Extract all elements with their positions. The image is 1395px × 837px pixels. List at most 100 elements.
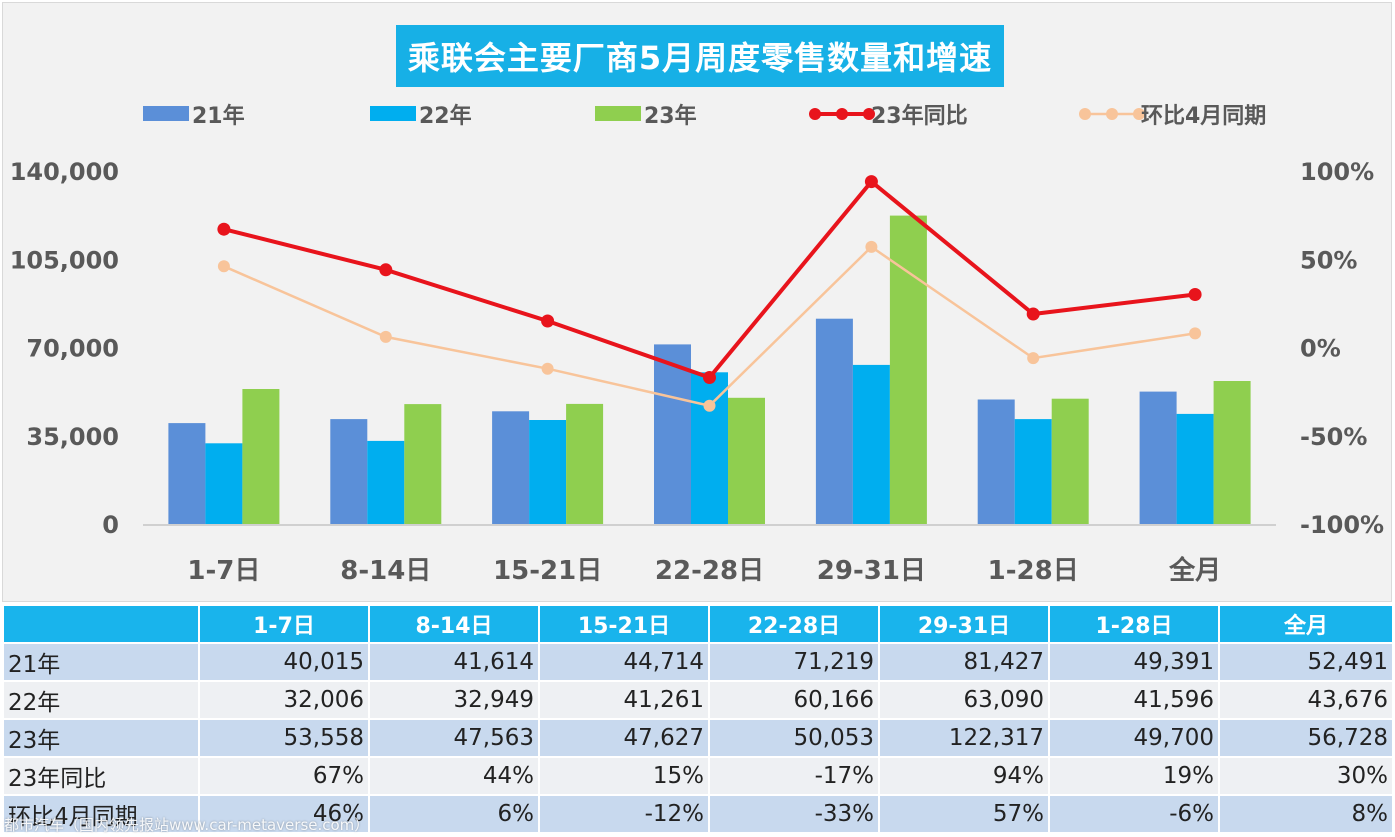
- bar-21-1: [330, 419, 368, 524]
- chart-title: 乘联会主要厂商5月周度零售数量和增速: [396, 25, 1004, 87]
- y-right-tick-label: 50%: [1300, 246, 1357, 274]
- table-cell: 122,317: [878, 718, 1050, 758]
- table-cell: 60,166: [708, 680, 880, 720]
- bar-23-6: [1213, 381, 1251, 524]
- bar-23-5: [1051, 398, 1089, 524]
- table-header-cell: 1-28日: [1048, 604, 1220, 644]
- line-point-0-1: [379, 263, 393, 277]
- legend-swatch-0: [143, 106, 189, 121]
- bar-22-1: [367, 440, 405, 524]
- row-label: 23年: [2, 718, 200, 758]
- legend-label: 环比4月同期: [1141, 104, 1266, 129]
- bar-23-1: [404, 404, 442, 524]
- legend-swatch-1: [370, 106, 416, 121]
- line-point-1-6: [1189, 327, 1202, 340]
- legend-marker-3-2: [863, 108, 875, 120]
- x-tick-label: 8-14日: [340, 556, 431, 586]
- table-cell: 43,676: [1218, 680, 1394, 720]
- table-cell: 41,261: [538, 680, 710, 720]
- line-point-1-0: [217, 260, 230, 273]
- table-cell: 94%: [878, 756, 1050, 796]
- line-point-0-4: [864, 175, 878, 189]
- data-table: 1-7日 8-14日 15-21日 22-28日 29-31日 1-28日 全月…: [2, 604, 1394, 834]
- table-row: 23年 53,558 47,563 47,627 50,053 122,317 …: [2, 718, 1394, 758]
- legend-label: 21年: [192, 103, 245, 129]
- bar-22-3: [691, 372, 728, 524]
- table-cell: -6%: [1048, 794, 1220, 834]
- y-left-tick-label: 70,000: [26, 335, 119, 363]
- legend-label: 23年: [644, 103, 697, 129]
- y-right-tick-label: 100%: [1300, 158, 1374, 186]
- bar-21-5: [977, 399, 1015, 524]
- line-point-1-2: [541, 362, 554, 375]
- table-cell: 63,090: [878, 680, 1050, 720]
- table-header-cell: 29-31日: [878, 604, 1050, 644]
- row-label: 环比4月同期: [2, 794, 200, 834]
- table-cell: 44%: [368, 756, 540, 796]
- x-tick-label: 15-21日: [493, 556, 602, 586]
- series-line-0: [223, 178, 1196, 380]
- table-header-cell: 全月: [1218, 604, 1394, 644]
- table-cell: 41,596: [1048, 680, 1220, 720]
- table-row: 环比4月同期 46% 6% -12% -33% 57% -6% 8%: [2, 794, 1394, 834]
- table-cell: 53,558: [198, 718, 370, 758]
- y-left-tick-label: 0: [102, 511, 119, 539]
- table-cell: 32,949: [368, 680, 540, 720]
- table-header-corner: [2, 604, 200, 644]
- x-tick-label: 22-28日: [655, 556, 764, 586]
- y-left-tick-label: 35,000: [26, 423, 119, 451]
- line-point-1-4: [865, 240, 878, 253]
- legend-marker-3-0: [809, 108, 821, 120]
- bar-22-0: [205, 443, 243, 524]
- line-point-1-1: [379, 330, 392, 343]
- table-header-cell: 8-14日: [368, 604, 540, 644]
- bar-23-0: [242, 389, 280, 524]
- legend-marker-4-0: [1079, 108, 1091, 120]
- bar-21-3: [654, 344, 691, 524]
- y-left-tick-label: 140,000: [10, 158, 119, 186]
- table-cell: -33%: [708, 794, 880, 834]
- bar-22-6: [1176, 413, 1214, 524]
- table-cell: 19%: [1048, 756, 1220, 796]
- table-cell: 32,006: [198, 680, 370, 720]
- table-cell: 6%: [368, 794, 540, 834]
- line-point-1-5: [1027, 352, 1040, 365]
- table-cell: 49,700: [1048, 718, 1220, 758]
- bar-22-4: [852, 364, 890, 524]
- line-point-0-3: [703, 371, 716, 384]
- chart-area: 0 35,000 70,000 105,000 140,000 -100% -50% 0% 50…: [2, 2, 1392, 602]
- table-row: 23年同比 67% 44% 15% -17% 94% 19% 30%: [2, 756, 1394, 796]
- table-cell: 8%: [1218, 794, 1394, 834]
- y-right-tick-label: 0%: [1300, 335, 1341, 363]
- bar-23-2: [566, 403, 604, 524]
- bar-line-chart: 0 35,000 70,000 105,000 140,000 -100% -50% 0% 50…: [10, 103, 1384, 586]
- table-cell: 47,627: [538, 718, 710, 758]
- table-cell: 57%: [878, 794, 1050, 834]
- legend-marker-3-1: [836, 108, 848, 120]
- table-cell: 15%: [538, 756, 710, 796]
- table-row: 22年 32,006 32,949 41,261 60,166 63,090 4…: [2, 680, 1394, 720]
- bar-22-5: [1014, 419, 1052, 524]
- bar-21-6: [1139, 391, 1177, 524]
- line-point-0-5: [1026, 307, 1040, 321]
- bar-21-2: [492, 411, 530, 524]
- x-tick-label: 1-7日: [187, 556, 260, 586]
- legend-label: 22年: [419, 103, 472, 129]
- line-point-0-0: [217, 222, 231, 236]
- row-label: 23年同比: [2, 756, 200, 796]
- x-tick-label: 全月: [1168, 555, 1221, 586]
- table-cell: 44,714: [538, 642, 710, 682]
- y-right-tick-label: -100%: [1300, 511, 1384, 539]
- bar-21-0: [168, 423, 206, 524]
- y-right-tick-label: -50%: [1300, 423, 1367, 451]
- legend-marker-4-1: [1106, 108, 1118, 120]
- y-left-tick-label: 105,000: [10, 246, 119, 274]
- table-cell: 52,491: [1218, 642, 1394, 682]
- table-cell: -17%: [708, 756, 880, 796]
- table-cell: 47,563: [368, 718, 540, 758]
- table-cell: 81,427: [878, 642, 1050, 682]
- line-point-1-3: [703, 399, 716, 412]
- bar-23-3: [728, 397, 765, 524]
- row-label: 22年: [2, 680, 200, 720]
- table-cell: 40,015: [198, 642, 370, 682]
